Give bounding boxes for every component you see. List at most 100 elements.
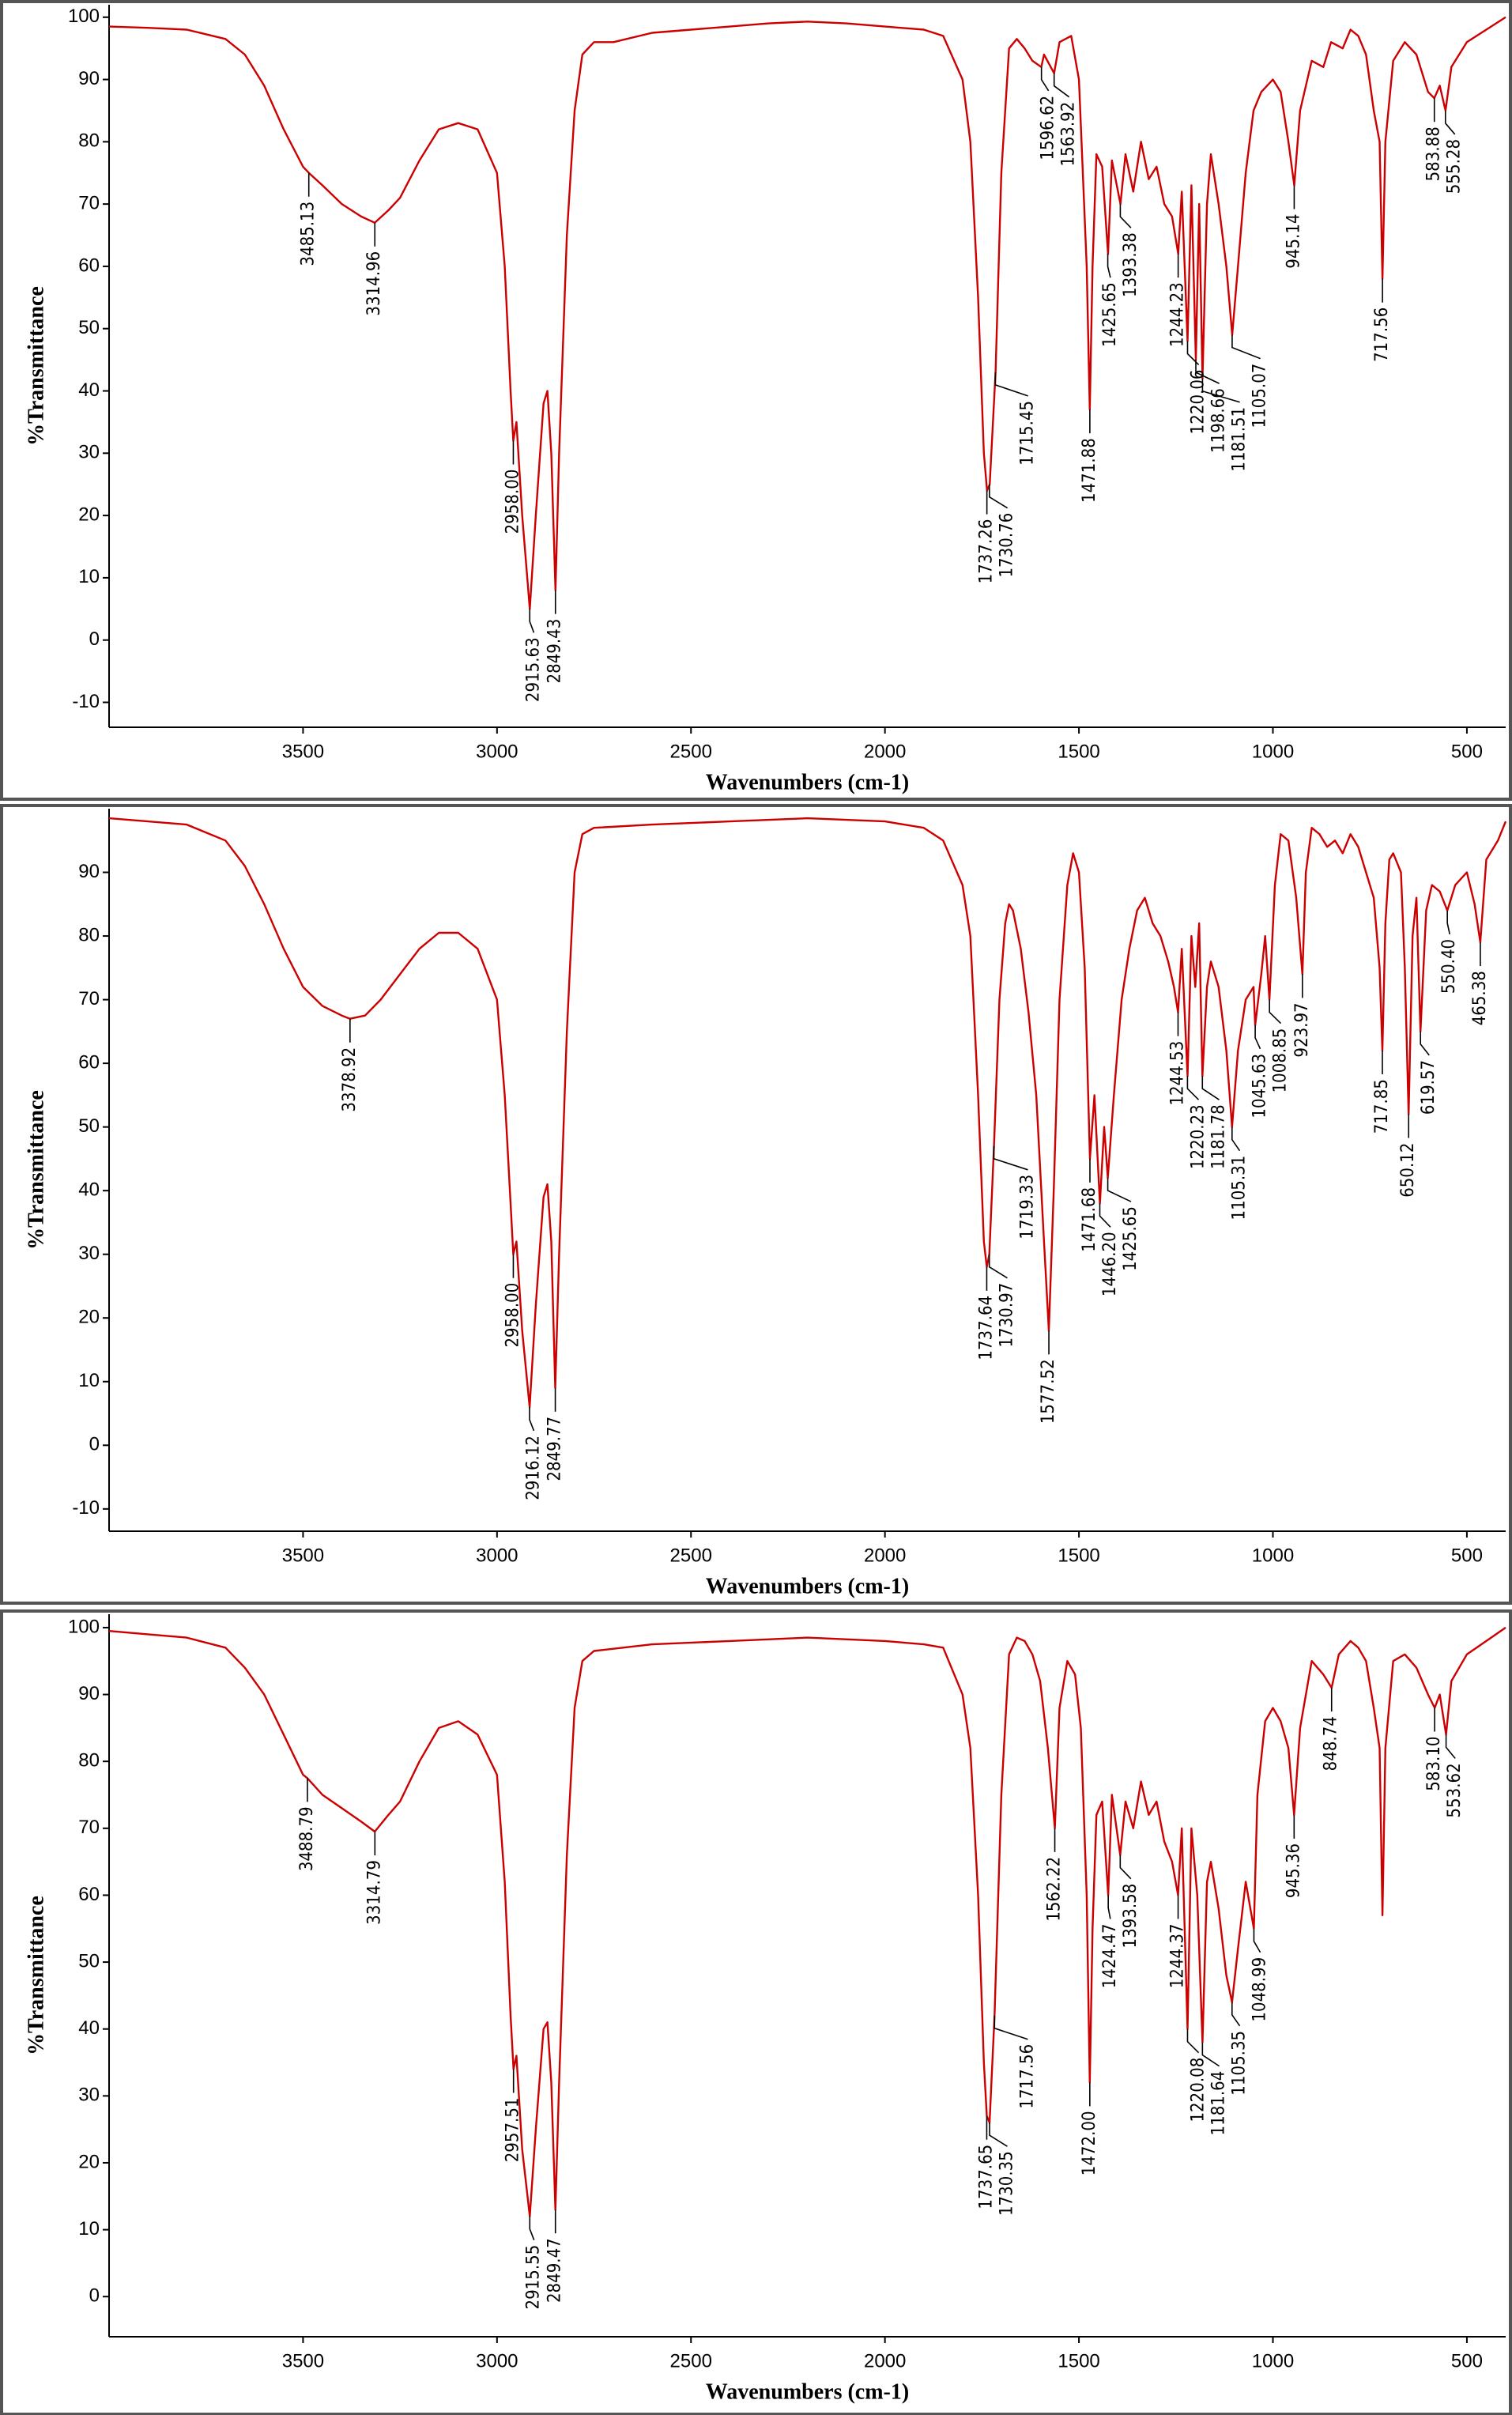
annotation-leader (1099, 1203, 1111, 1228)
peak-label: 650.12 (1398, 1143, 1418, 1198)
peak-label: 1472.00 (1080, 2111, 1099, 2175)
peak-label: 1220.06 (1189, 369, 1208, 434)
panel: 0 10 20 30 40 50 60 70 80 90 100 3500 3000 2500 2000 15… (0, 1609, 1512, 2415)
peak-label: 619.57 (1419, 1060, 1438, 1115)
peak-label: 945.36 (1284, 1843, 1303, 1898)
y-tick-label: 30 (78, 2085, 100, 2106)
x-axis-label: Wavenumbers (cm-1) (706, 1574, 909, 1598)
annotation-leader (1201, 2042, 1220, 2067)
y-tick-label: 70 (78, 1817, 100, 1838)
annotation-leader (1446, 910, 1451, 935)
y-tick-label: 20 (78, 1307, 100, 1328)
y-tick-label: 100 (68, 1616, 100, 1637)
peak-label: 1730.97 (997, 1283, 1016, 1348)
x-tick-label: 2000 (864, 2350, 906, 2372)
annotation-leader (1445, 1734, 1456, 1759)
peak-label: 1737.65 (976, 2145, 996, 2209)
y-tick-label: 30 (78, 1243, 100, 1264)
x-tick-label: 1000 (1252, 2350, 1294, 2372)
annotation-leader (1444, 110, 1456, 135)
y-tick-label: 70 (78, 988, 100, 1009)
annotation-leader (1107, 1895, 1111, 1919)
x-tick-label: 3500 (282, 2350, 324, 2372)
x-tick-label: 500 (1451, 2350, 1483, 2372)
annotation-leader (529, 2216, 535, 2240)
y-tick-label: 60 (78, 1884, 100, 1905)
y-tick-label: 20 (78, 2151, 100, 2172)
x-tick-label: 3000 (476, 1545, 518, 1566)
y-tick-label: 80 (78, 1750, 100, 1772)
peak-label: 1393.58 (1121, 1884, 1141, 1949)
annotation-leader (1231, 2002, 1241, 2027)
peak-label: 3314.79 (364, 1860, 384, 1925)
y-tick-label: 0 (89, 2285, 100, 2307)
annotation-leader (988, 1254, 1008, 1279)
peak-label: 583.88 (1424, 126, 1444, 181)
peak-label: 1730.35 (997, 2151, 1016, 2216)
peak-label: 1596.62 (1039, 96, 1058, 160)
peak-label: 1446.20 (1100, 1232, 1120, 1296)
peak-label: 848.74 (1322, 1716, 1341, 1771)
y-tick-label: 50 (78, 1115, 100, 1137)
peak-label: 553.62 (1445, 1763, 1465, 1817)
peak-label: 1105.07 (1250, 364, 1270, 428)
y-tick-label: 0 (89, 1434, 100, 1455)
y-tick-label: 50 (78, 1950, 100, 1972)
peak-label: 3378.92 (340, 1047, 360, 1112)
annotation-leader (1186, 2028, 1200, 2054)
spectrum-line (108, 817, 1507, 1409)
panel-frame (0, 0, 1512, 801)
peak-label: 2849.77 (545, 1417, 565, 1481)
x-tick-label: 500 (1451, 1545, 1483, 1566)
peak-label: 2957.51 (503, 2097, 523, 2162)
peak-label: 1220.23 (1188, 1104, 1208, 1169)
annotation-leader (1231, 1126, 1241, 1152)
y-tick-label: 40 (78, 2017, 100, 2039)
peak-label: 583.10 (1424, 1736, 1444, 1790)
spectrum-line (108, 16, 1506, 610)
x-tick-label: 1000 (1252, 1545, 1294, 1566)
y-axis-label: %Transmittance (24, 1896, 48, 2055)
panel-frame (0, 804, 1512, 1605)
annotation-leader (1040, 66, 1050, 92)
peak-label: 555.28 (1445, 139, 1465, 194)
annotation-leader (1186, 1076, 1200, 1100)
peak-label: 1425.65 (1121, 1206, 1141, 1271)
annotation-leader (1269, 999, 1282, 1024)
peak-label: 2849.43 (545, 619, 565, 684)
peak-label: 3485.13 (299, 202, 319, 266)
peak-label: 1244.53 (1167, 1041, 1187, 1106)
peak-label: 1008.85 (1270, 1028, 1290, 1093)
y-tick-label: 80 (78, 130, 100, 152)
annotation-leader (989, 484, 1009, 509)
peak-label: 2849.47 (545, 2238, 565, 2303)
y-tick-label: 20 (78, 504, 100, 525)
annotation-leader (1420, 1031, 1430, 1056)
peak-label: 923.97 (1292, 1002, 1312, 1057)
y-tick-label: 40 (78, 379, 100, 401)
panel: -10 0 10 20 30 40 50 60 70 80 90 3500 3000 2500 2000 15… (0, 804, 1512, 1605)
annotation-leader (1107, 1178, 1132, 1202)
y-tick-label: 60 (78, 255, 100, 276)
annotation-leader (994, 2015, 1028, 2040)
x-tick-label: 3500 (282, 1545, 324, 1566)
peak-label: 1181.64 (1209, 2071, 1229, 2136)
peak-label: 1577.52 (1039, 1359, 1058, 1424)
peak-label: 1715.45 (1018, 401, 1038, 466)
x-tick-label: 500 (1451, 741, 1483, 762)
peak-label: 1737.64 (976, 1296, 996, 1360)
y-axis-label: %Transmittance (24, 286, 48, 446)
peak-label: 1244.23 (1168, 282, 1188, 347)
peak-label: 1737.26 (977, 519, 997, 584)
y-axis-label: %Transmittance (24, 1090, 48, 1250)
y-tick-label: 90 (78, 861, 100, 882)
peak-label: 1105.35 (1230, 2031, 1250, 2096)
peak-label: 1105.31 (1229, 1156, 1249, 1221)
y-tick-label: 40 (78, 1179, 100, 1201)
annotation-leader (993, 1145, 1028, 1171)
annotation-leader (1186, 341, 1200, 366)
peak-label: 1563.92 (1059, 102, 1079, 167)
peak-label: 2915.63 (523, 637, 543, 702)
peak-label: 465.38 (1470, 971, 1490, 1025)
